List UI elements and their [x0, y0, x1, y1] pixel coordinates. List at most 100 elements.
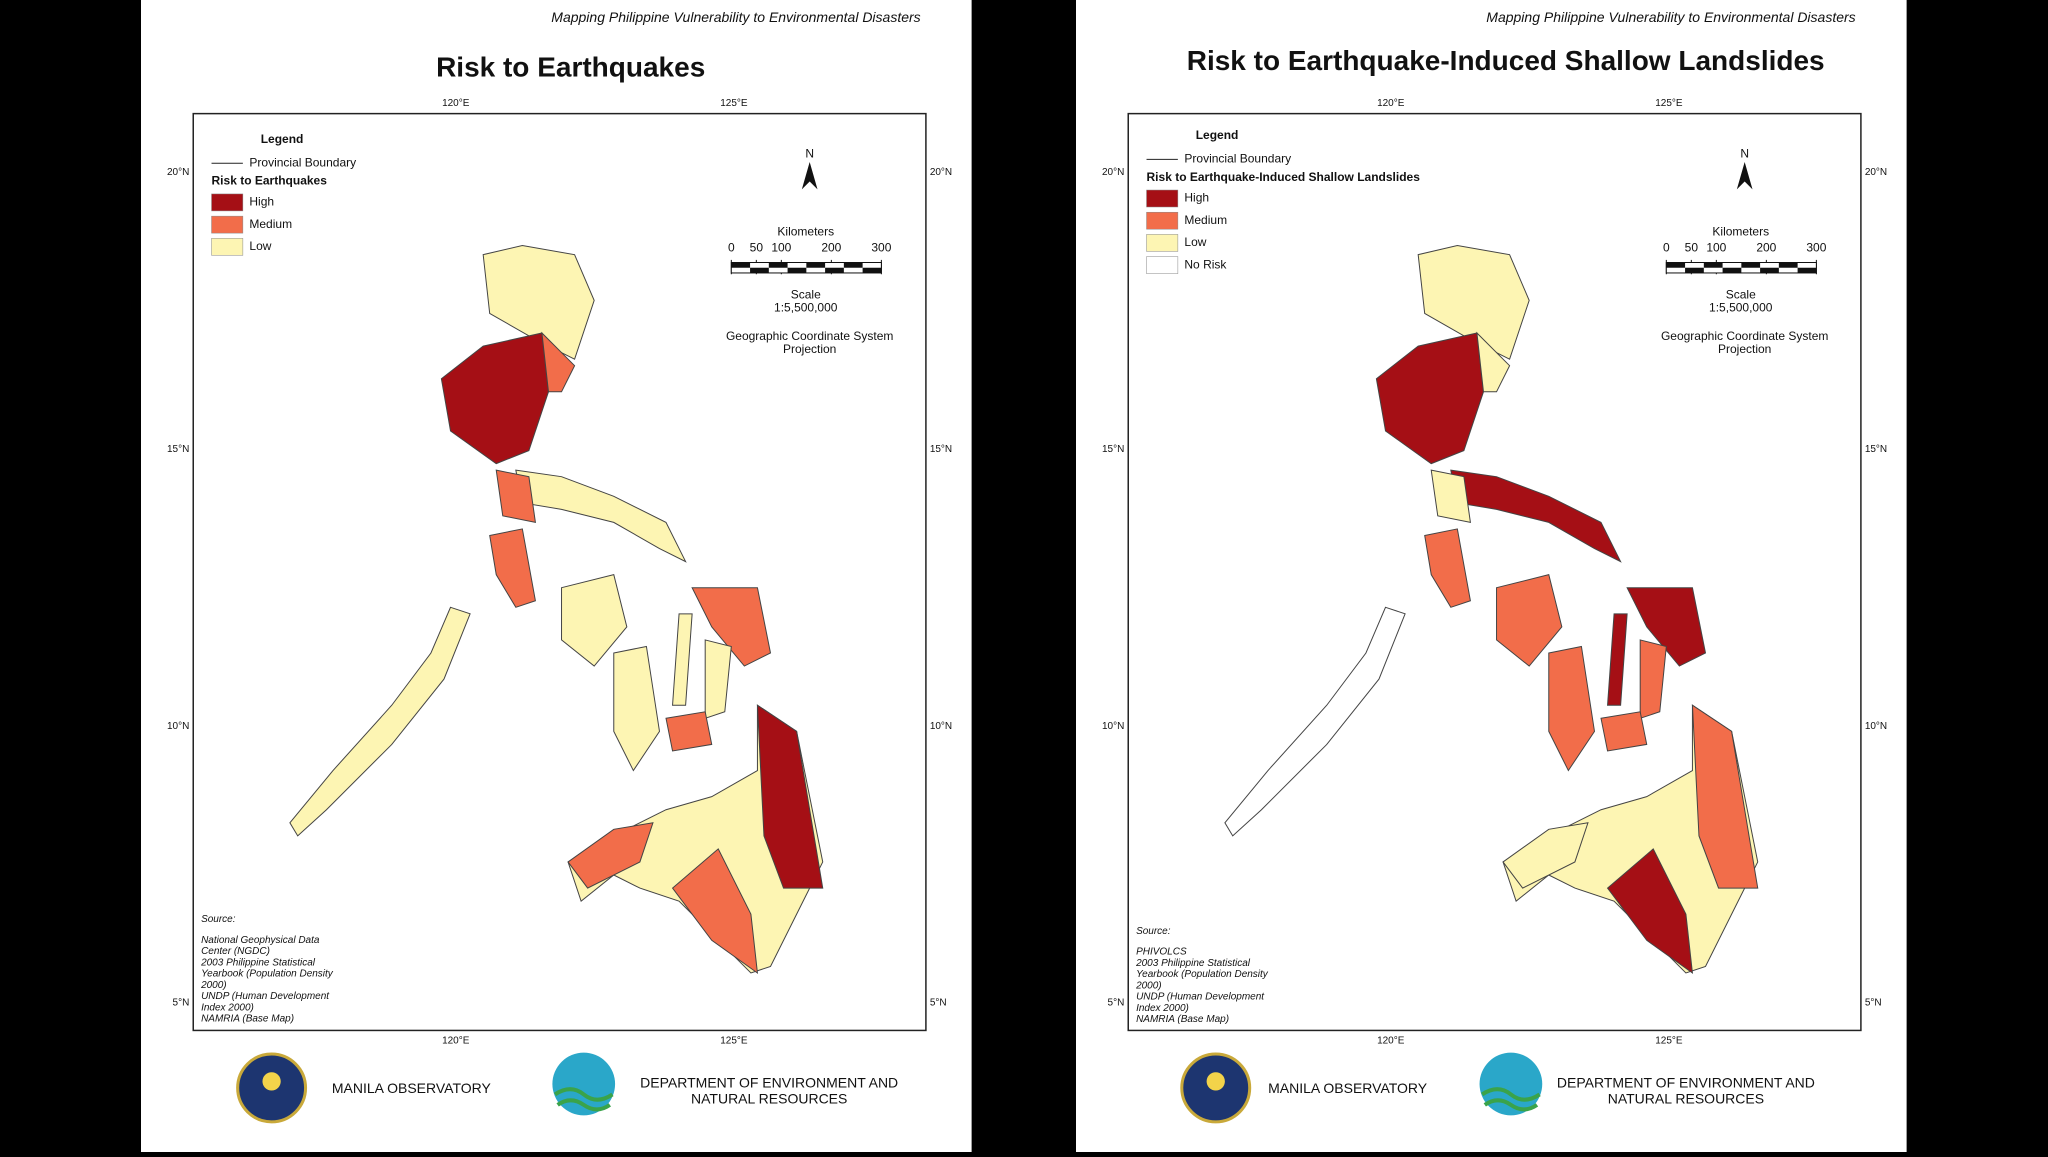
longitude-label: 120°E: [1377, 98, 1405, 109]
source-line: UNDP (Human Development: [1136, 992, 1265, 1003]
latitude-label: 20°N: [930, 167, 952, 178]
province-region: [489, 528, 536, 608]
scale-tick-label: 300: [1806, 240, 1826, 254]
scale-segment: [1760, 267, 1779, 273]
source-line: Yearbook (Population Density: [1136, 969, 1269, 980]
north-arrow: [801, 161, 818, 190]
scale-segment: [825, 267, 844, 273]
observatory-logo-sun: [1206, 1072, 1225, 1091]
longitude-label: 120°E: [442, 98, 470, 109]
latitude-label: 5°N: [1108, 998, 1125, 1009]
province-region: [1476, 331, 1511, 393]
scale-tick-label: 50: [750, 240, 764, 254]
footer-org: NATURAL RESOURCES: [691, 1090, 847, 1106]
scale-segment: [806, 262, 826, 268]
scale-unit: Kilometers: [777, 225, 834, 239]
source-line: 2000): [1135, 980, 1162, 991]
scale-segment: [862, 267, 882, 273]
legend-swatch: [211, 238, 244, 256]
footer-org: MANILA OBSERVATORY: [1268, 1080, 1428, 1096]
scale-segment: [1778, 262, 1798, 268]
legend-heading: Risk to Earthquake-Induced Shallow Lands…: [1147, 170, 1421, 184]
legend-item: Low: [1184, 235, 1206, 249]
legend-swatch: [211, 215, 244, 234]
source-line: 2003 Philippine Statistical: [1135, 958, 1251, 969]
map-frame: [1127, 112, 1862, 1032]
province-region: [1606, 848, 1694, 975]
latitude-label: 10°N: [930, 721, 952, 732]
latitude-label: 5°N: [173, 998, 190, 1009]
province-region: [541, 331, 576, 393]
province-region: [1626, 587, 1707, 667]
scale-segment: [843, 262, 863, 268]
north-label: N: [1740, 146, 1749, 160]
province-region: [671, 848, 759, 975]
header: Mapping Philippine Vulnerability to Envi…: [551, 9, 920, 25]
scale-unit: Kilometers: [1712, 225, 1769, 239]
scale-segment: [787, 267, 807, 273]
legend-boundary: Provincial Boundary: [1184, 152, 1291, 166]
projection-text: Geographic Coordinate System: [726, 329, 893, 343]
source-line: Yearbook (Population Density: [201, 969, 334, 980]
province-region: [440, 332, 549, 465]
footer-org: MANILA OBSERVATORY: [332, 1080, 492, 1096]
north-arrow: [1736, 161, 1753, 190]
province-region: [756, 704, 824, 889]
map-frame: [192, 112, 927, 1032]
latitude-label: 20°N: [167, 167, 189, 178]
province-region: [495, 469, 537, 524]
province-region: [1639, 639, 1667, 719]
legend-swatch: [1146, 211, 1179, 230]
map-title: Risk to Earthquake-Induced Shallow Lands…: [1187, 45, 1825, 76]
scale-tick-label: 100: [771, 240, 791, 254]
map-panel: Mapping Philippine Vulnerability to Envi…: [1076, 0, 1907, 1152]
north-label: N: [805, 146, 814, 160]
latitude-label: 20°N: [1865, 167, 1887, 178]
longitude-label: 120°E: [1377, 1036, 1405, 1047]
province-region: [704, 639, 732, 719]
scale-segment: [1685, 267, 1704, 273]
projection-text: Projection: [1718, 342, 1771, 356]
province-region: [1496, 574, 1563, 667]
longitude-label: 125°E: [1655, 98, 1683, 109]
source-line: PHIVOLCS: [1136, 947, 1187, 958]
scale-segment: [1722, 267, 1742, 273]
legend-item: High: [1184, 191, 1209, 205]
province-region: [691, 587, 772, 667]
province-region: [1502, 822, 1589, 889]
scale-ratio: 1:5,500,000: [1709, 300, 1773, 314]
source-line: 2000): [200, 980, 227, 991]
legend-boundary: Provincial Boundary: [249, 155, 356, 169]
legend-item: No Risk: [1184, 257, 1227, 271]
source-line: NAMRIA (Base Map): [201, 1014, 294, 1025]
legend-swatch: [211, 193, 244, 212]
province-region: [567, 822, 654, 889]
denr-logo-waves: [553, 1087, 614, 1112]
scale-tick-label: 0: [1663, 240, 1670, 254]
footer-org: DEPARTMENT OF ENVIRONMENT AND: [640, 1075, 898, 1091]
source-line: NAMRIA (Base Map): [1136, 1014, 1229, 1025]
province-region: [567, 704, 824, 974]
scale-tick-label: 200: [821, 240, 841, 254]
source-line: National Geophysical Data: [201, 935, 320, 946]
legend-swatch: [1146, 189, 1179, 208]
province-region: [1375, 332, 1484, 465]
province-region: [482, 245, 595, 360]
latitude-label: 20°N: [1102, 167, 1124, 178]
footer-org: DEPARTMENT OF ENVIRONMENT AND: [1557, 1075, 1815, 1091]
longitude-label: 125°E: [1655, 1036, 1683, 1047]
map-panel: Mapping Philippine Vulnerability to Envi…: [141, 0, 972, 1152]
province-region: [1691, 704, 1759, 889]
province-region: [672, 613, 693, 706]
province-region: [515, 469, 687, 563]
legend-title: Legend: [1196, 128, 1239, 142]
latitude-label: 5°N: [930, 998, 947, 1009]
scale-segment: [731, 262, 751, 268]
province-region: [1450, 469, 1622, 563]
latitude-label: 10°N: [1865, 721, 1887, 732]
source-line: 2003 Philippine Statistical: [200, 957, 316, 968]
source-title: Source:: [201, 914, 236, 925]
latitude-label: 15°N: [1102, 444, 1124, 455]
scale-tick-label: 300: [871, 240, 891, 254]
source-line: Index 2000): [201, 1002, 254, 1013]
